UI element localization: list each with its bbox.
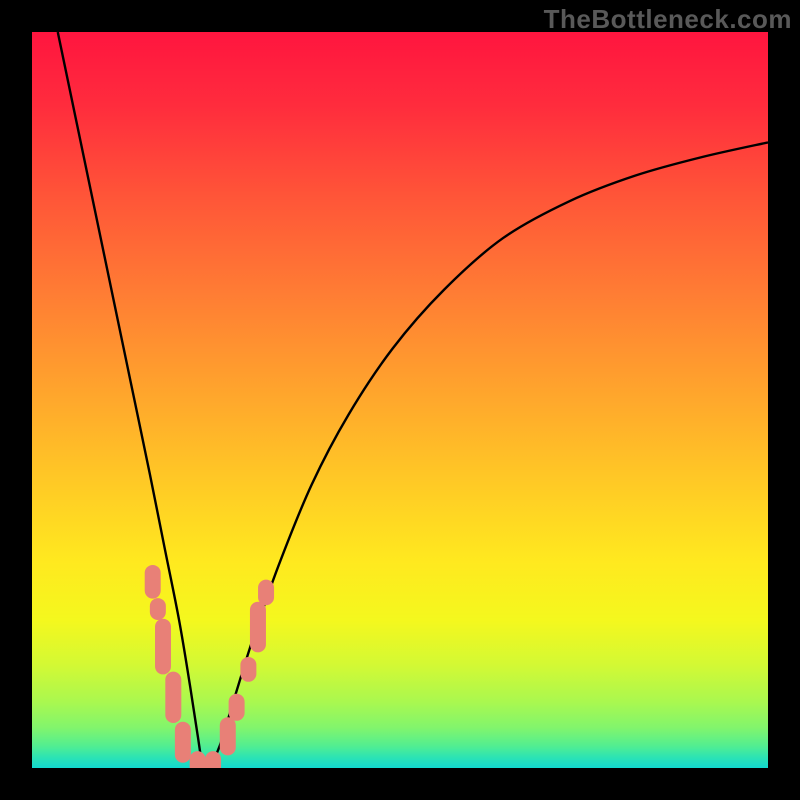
plot-area	[32, 32, 768, 768]
watermark-text: TheBottleneck.com	[544, 4, 792, 35]
chart-container: { "canvas": { "width": 800, "height": 80…	[0, 0, 800, 800]
